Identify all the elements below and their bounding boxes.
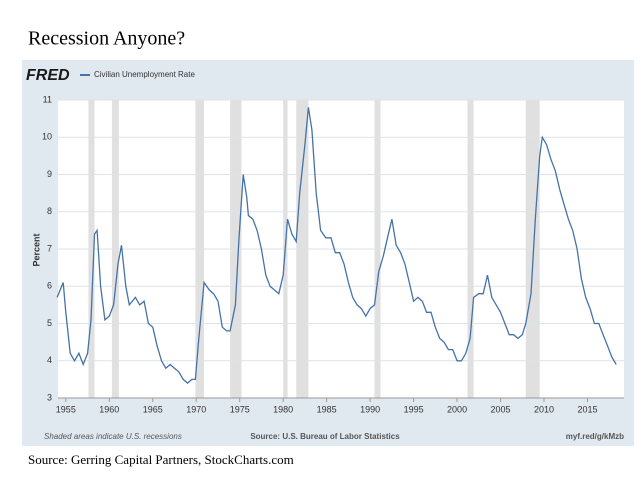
fred-logo: FRED [26,67,70,84]
x-tick-label: 2015 [577,404,597,414]
legend-label: Civilian Unemployment Rate [94,70,195,79]
x-tick-label: 1980 [273,404,293,414]
x-tick-label: 2000 [447,404,467,414]
data-line [56,107,617,384]
footer-link: myf.red/g/kMzb [566,432,624,441]
y-axis-label: Percent [31,233,41,266]
y-tick-label: 9 [47,169,52,179]
page-source: Source: Gerring Capital Partners, StockC… [28,452,294,467]
y-tick-label: 8 [47,206,52,216]
x-tick-label: 1975 [230,404,250,414]
y-tick-label: 6 [47,281,52,291]
x-tick-label: 1960 [99,404,119,414]
x-tick-label: 1965 [143,404,163,414]
footer-note: Shaded areas indicate U.S. recessions [44,432,182,441]
y-tick-label: 3 [47,392,52,402]
x-tick-label: 1995 [404,404,424,414]
x-tick-label: 2010 [534,404,554,414]
y-tick-label: 5 [47,318,52,328]
page-title: Recession Anyone? [28,28,185,50]
x-tick-label: 1955 [56,404,76,414]
x-tick-label: 1990 [360,404,380,414]
x-tick-label: 2005 [491,404,511,414]
y-tick-label: 7 [47,243,52,253]
y-tick-label: 10 [42,132,52,142]
x-tick-label: 1985 [317,404,337,414]
y-tick-label: 11 [43,94,52,104]
footer-source: Source: U.S. Bureau of Labor Statistics [250,432,400,441]
y-tick-label: 4 [47,355,52,365]
x-tick-label: 1970 [186,404,206,414]
